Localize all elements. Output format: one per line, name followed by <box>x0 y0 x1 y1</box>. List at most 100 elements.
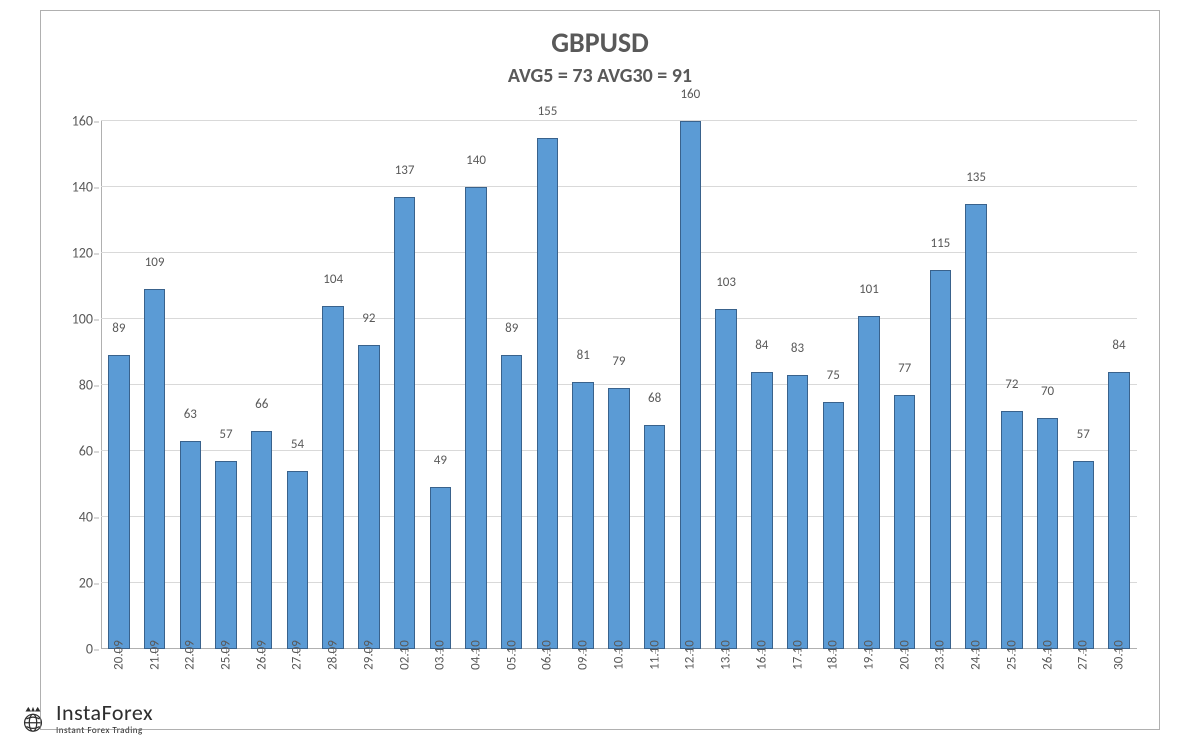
x-tick-label: 24.10 <box>969 640 984 670</box>
bar-slot: 101 <box>851 121 887 649</box>
x-tick-label: 05.10 <box>504 640 519 670</box>
bar-value-label: 72 <box>994 377 1030 394</box>
x-tick-label: 18.10 <box>826 640 841 670</box>
bar-slot: 77 <box>887 121 923 649</box>
x-tick: 17.10 <box>780 651 816 721</box>
x-tick: 22.09 <box>172 651 208 721</box>
bar-slot: 135 <box>958 121 994 649</box>
bar <box>144 289 165 649</box>
y-tick-label: 20 <box>53 575 93 592</box>
bar <box>823 402 844 650</box>
x-tick-label: 13.10 <box>719 640 734 670</box>
x-tick: 19.10 <box>851 651 887 721</box>
x-tick: 25.09 <box>208 651 244 721</box>
plot-area: 020406080100120140160 891096357665410492… <box>101 121 1137 649</box>
bar-value-label: 140 <box>458 153 494 170</box>
bar-slot: 68 <box>637 121 673 649</box>
bar-value-label: 68 <box>637 391 673 408</box>
bar-slot: 84 <box>1101 121 1137 649</box>
y-tick-label: 160 <box>53 113 93 130</box>
bar-slot: 137 <box>387 121 423 649</box>
bar-slot: 54 <box>280 121 316 649</box>
x-tick-label: 12.10 <box>683 640 698 670</box>
x-tick-label: 06.10 <box>540 640 555 670</box>
y-tick-label: 60 <box>53 443 93 460</box>
bar-value-label: 79 <box>601 354 637 371</box>
x-tick-label: 10.10 <box>611 640 626 670</box>
bar-value-label: 89 <box>494 321 530 338</box>
bar-slot: 57 <box>1065 121 1101 649</box>
x-tick: 09.10 <box>565 651 601 721</box>
x-tick-label: 17.10 <box>790 640 805 670</box>
bar-slot: 72 <box>994 121 1030 649</box>
bar-slot: 83 <box>780 121 816 649</box>
chart-subtitle: AVG5 = 73 AVG30 = 91 <box>41 64 1159 88</box>
x-tick-label: 28.09 <box>326 640 341 670</box>
x-tick-label: 26.10 <box>1040 640 1055 670</box>
x-tick-label: 27.09 <box>290 640 305 670</box>
bar-value-label: 57 <box>208 427 244 444</box>
x-tick: 13.10 <box>708 651 744 721</box>
y-tick-label: 100 <box>53 311 93 328</box>
y-axis: 020406080100120140160 <box>53 121 93 649</box>
bar-slot: 160 <box>673 121 709 649</box>
bar-value-label: 81 <box>565 348 601 365</box>
bar <box>358 345 379 649</box>
bar <box>1037 418 1058 649</box>
bar-value-label: 57 <box>1065 427 1101 444</box>
bar <box>430 487 451 649</box>
x-tick-label: 16.10 <box>754 640 769 670</box>
bars-container: 8910963576654104921374914089155817968160… <box>101 121 1137 649</box>
x-tick-label: 27.10 <box>1076 640 1091 670</box>
bar <box>108 355 129 649</box>
bar-value-label: 135 <box>958 170 994 187</box>
bar <box>180 441 201 649</box>
bar-value-label: 84 <box>1101 338 1137 355</box>
bar <box>787 375 808 649</box>
bar <box>465 187 486 649</box>
bar-slot: 81 <box>565 121 601 649</box>
x-tick-label: 19.10 <box>861 640 876 670</box>
bar <box>930 270 951 650</box>
x-tick: 23.10 <box>923 651 959 721</box>
bar <box>715 309 736 649</box>
x-tick-label: 09.10 <box>576 640 591 670</box>
bar-value-label: 109 <box>137 255 173 272</box>
x-tick: 12.10 <box>673 651 709 721</box>
y-tick-label: 0 <box>53 641 93 658</box>
bar-value-label: 75 <box>815 368 851 385</box>
x-tick: 18.10 <box>815 651 851 721</box>
x-tick-label: 20.10 <box>897 640 912 670</box>
x-tick-label: 25.09 <box>219 640 234 670</box>
bar-slot: 79 <box>601 121 637 649</box>
bar-value-label: 54 <box>280 437 316 454</box>
bar-slot: 103 <box>708 121 744 649</box>
bar-value-label: 89 <box>101 321 137 338</box>
bar <box>680 121 701 649</box>
x-tick-label: 25.10 <box>1004 640 1019 670</box>
bar <box>894 395 915 649</box>
watermark-tagline: Instant Forex Trading <box>56 726 153 735</box>
x-tick: 05.10 <box>494 651 530 721</box>
bar-slot: 66 <box>244 121 280 649</box>
bar <box>251 431 272 649</box>
bar-value-label: 70 <box>1030 384 1066 401</box>
bar-value-label: 77 <box>887 361 923 378</box>
chart-title: GBPUSD <box>41 25 1159 60</box>
y-tick-label: 80 <box>53 377 93 394</box>
bar-value-label: 155 <box>530 104 566 121</box>
y-tick-label: 120 <box>53 245 93 262</box>
bar <box>322 306 343 649</box>
bar <box>644 425 665 649</box>
bar-value-label: 92 <box>351 311 387 328</box>
bar-value-label: 104 <box>315 272 351 289</box>
x-tick-label: 23.10 <box>933 640 948 670</box>
bar-value-label: 49 <box>422 453 458 470</box>
bar <box>572 382 593 649</box>
x-tick-label: 29.09 <box>361 640 376 670</box>
bar <box>537 138 558 650</box>
bar-slot: 92 <box>351 121 387 649</box>
bar-slot: 89 <box>101 121 137 649</box>
bar-slot: 115 <box>923 121 959 649</box>
chart-frame: GBPUSD AVG5 = 73 AVG30 = 91 020406080100… <box>40 10 1160 730</box>
